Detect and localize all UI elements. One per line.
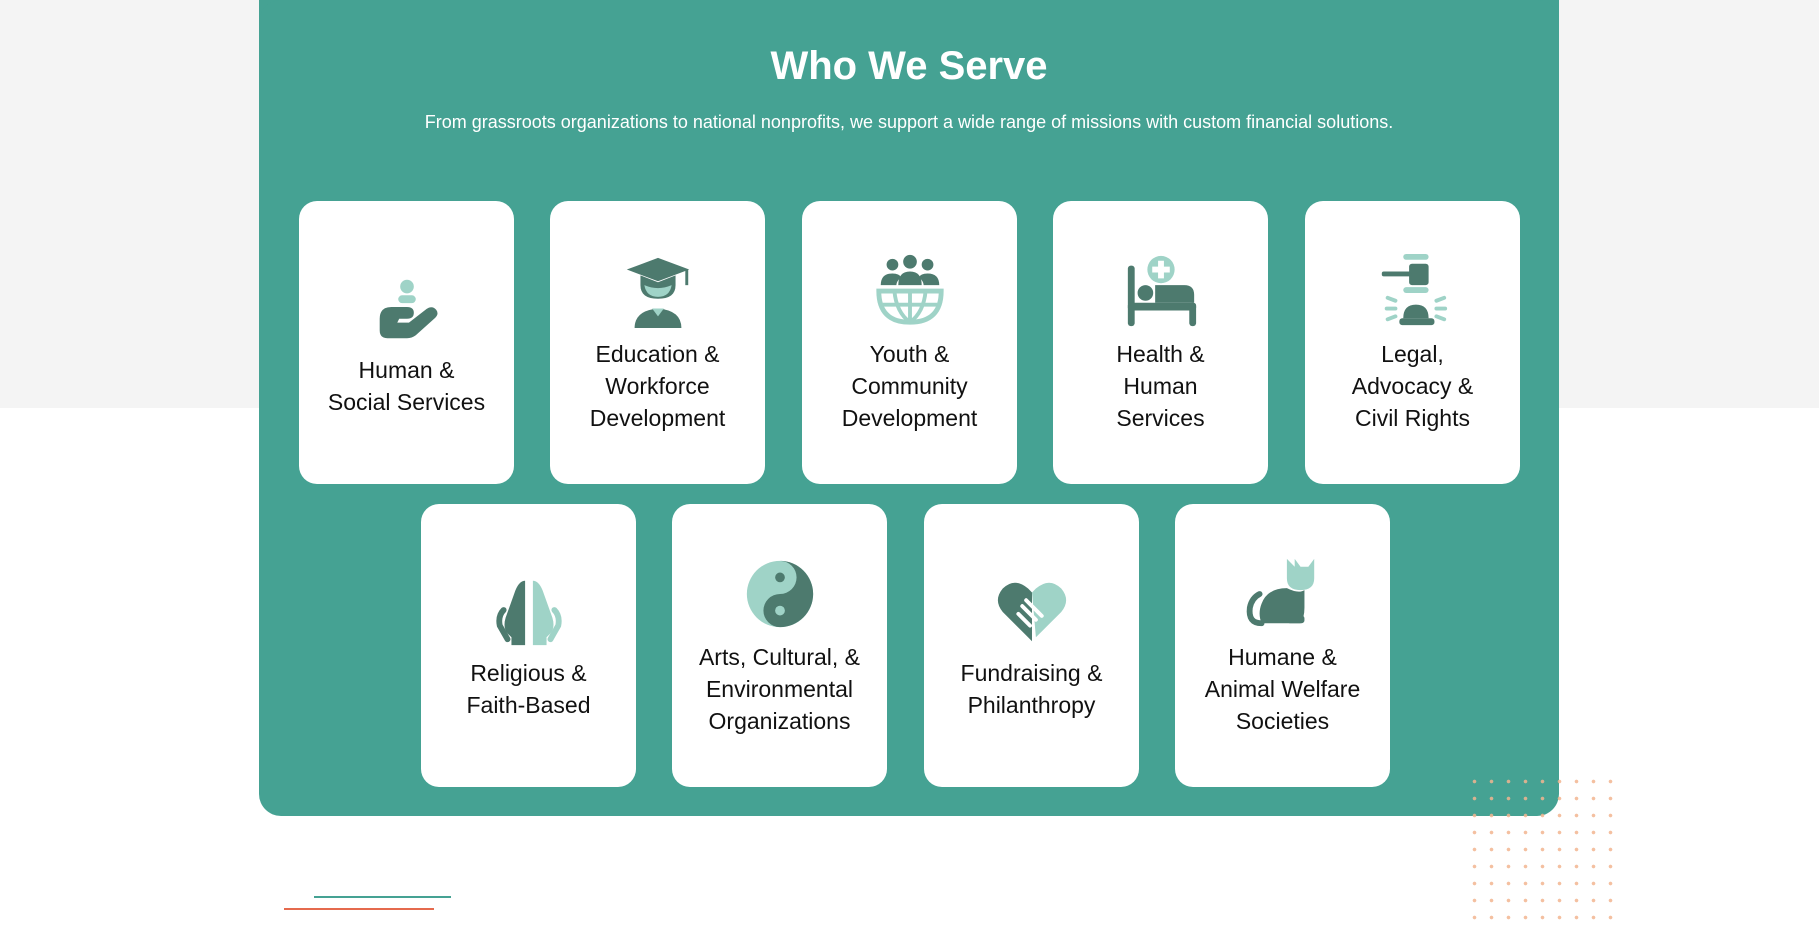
community-globe-icon bbox=[875, 254, 944, 325]
card-human-social-services[interactable]: Human & Social Services bbox=[299, 201, 514, 484]
yin-yang-icon bbox=[746, 560, 813, 627]
card-label: Human & Social Services bbox=[327, 356, 486, 415]
hospital-bed-icon bbox=[1127, 255, 1196, 326]
card-health-human-services[interactable]: Health & Human Services bbox=[1053, 201, 1268, 484]
card-label: Legal, Advocacy & Civil Rights bbox=[1351, 340, 1474, 431]
card-label: Fundraising & Philanthropy bbox=[960, 659, 1103, 718]
decorative-line-orange bbox=[284, 908, 434, 910]
who-we-serve-panel: Who We Serve From grassroots organizatio… bbox=[259, 0, 1559, 816]
section-title: Who We Serve bbox=[770, 44, 1048, 88]
card-label: Arts, Cultural, & Environmental Organiza… bbox=[698, 643, 861, 734]
handshake-heart-icon bbox=[997, 582, 1066, 641]
gavel-icon bbox=[1381, 253, 1447, 325]
hand-with-person-icon bbox=[379, 279, 438, 338]
card-education-workforce[interactable]: Education & Workforce Development bbox=[550, 201, 765, 484]
card-label: Education & Workforce Development bbox=[589, 340, 726, 431]
card-label: Youth & Community Development bbox=[841, 340, 978, 431]
card-fundraising-philanthropy[interactable]: Fundraising & Philanthropy bbox=[924, 504, 1139, 787]
card-label: Health & Human Services bbox=[1116, 340, 1205, 431]
card-label: Humane & Animal Welfare Societies bbox=[1204, 643, 1361, 734]
card-label: Religious & Faith-Based bbox=[466, 659, 591, 718]
card-legal-advocacy[interactable]: Legal, Advocacy & Civil Rights bbox=[1305, 201, 1520, 484]
decorative-dot-grid bbox=[1466, 773, 1616, 923]
praying-hands-icon bbox=[495, 580, 562, 645]
card-religious-faith-based[interactable]: Religious & Faith-Based bbox=[421, 504, 636, 787]
decorative-line-teal bbox=[314, 896, 451, 898]
card-arts-cultural-environmental[interactable]: Arts, Cultural, & Environmental Organiza… bbox=[672, 504, 887, 787]
section-subtitle: From grassroots organizations to nationa… bbox=[424, 112, 1394, 132]
graduate-icon bbox=[626, 257, 689, 328]
cat-icon bbox=[1246, 558, 1314, 626]
card-humane-animal-welfare[interactable]: Humane & Animal Welfare Societies bbox=[1175, 504, 1390, 787]
card-youth-community[interactable]: Youth & Community Development bbox=[802, 201, 1017, 484]
